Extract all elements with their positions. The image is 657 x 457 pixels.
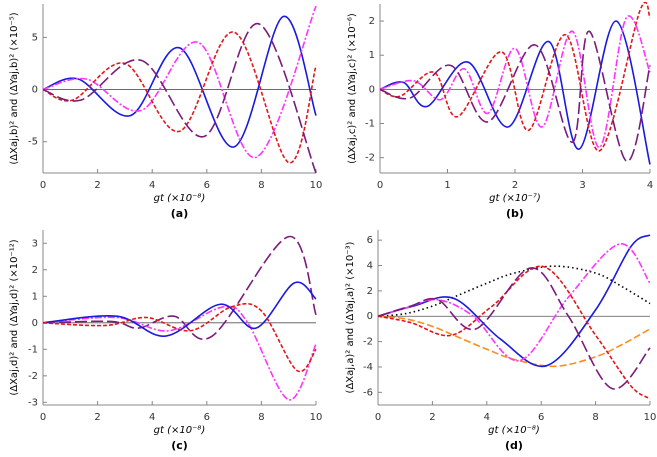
curve (380, 2, 651, 152)
y-tick-label: -1 (365, 118, 375, 129)
panel: -3 -2 -1 0 1 2 3 0 2 4 6 8 10 gt (×10⁻⁸) (c) (ΔXaj,d)² … (9, 230, 322, 452)
x-tick-label: 8 (592, 412, 598, 423)
y-tick-label: 6 (367, 235, 373, 246)
y-tick-label: 2 (367, 286, 373, 297)
x-tick-label: 0 (40, 180, 46, 191)
x-tick-label: 2 (512, 180, 518, 191)
x-tick-label: 2 (94, 412, 100, 423)
curve (43, 302, 317, 373)
curve (43, 31, 317, 164)
y-tick-label: -1 (28, 344, 38, 355)
x-tick-label: 8 (258, 180, 264, 191)
y-tick-label: 2 (369, 16, 375, 27)
x-tick-label: 4 (149, 412, 155, 423)
x-tick-label: 6 (538, 412, 544, 423)
panel: -2 -1 0 1 2 0 1 2 3 4 gt (×10⁻⁷) (b) (ΔXaj,c)² and (… (347, 2, 653, 220)
panel: -5 0 5 0 2 4 6 8 10 gt (×10⁻⁸) (a) (ΔXaj,b)² and (Δ… (9, 4, 322, 220)
y-tick-label: 1 (32, 291, 38, 302)
curve (43, 305, 317, 401)
y-axis-label: (ΔXaj,b)² and (ΔYaj,b)² (×10⁻⁵) (9, 12, 20, 164)
y-tick-label: -3 (28, 397, 38, 408)
panel-caption: (c) (171, 439, 188, 452)
x-tick-label: 4 (647, 180, 653, 191)
x-tick-label: 4 (149, 180, 155, 191)
y-axis-label: (ΔXaj,d)² and (ΔYaj,d)² (×10⁻¹²) (9, 239, 20, 395)
y-tick-label: 4 (367, 261, 373, 272)
x-tick-label: 2 (429, 412, 435, 423)
curve (43, 5, 317, 159)
x-tick-label: 6 (204, 180, 210, 191)
curve (43, 23, 317, 174)
x-tick-label: 6 (204, 412, 210, 423)
curve (43, 281, 317, 337)
x-tick-label: 0 (377, 180, 383, 191)
x-tick-label: 4 (484, 412, 490, 423)
y-tick-label: -2 (365, 153, 375, 164)
x-tick-label: 2 (94, 180, 100, 191)
x-axis-label: gt (×10⁻⁸) (154, 193, 206, 204)
x-tick-label: 10 (310, 180, 323, 191)
y-tick-label: -5 (28, 137, 38, 148)
x-axis-label: gt (×10⁻⁸) (154, 425, 206, 436)
x-tick-label: 0 (40, 412, 46, 423)
curve (43, 15, 317, 148)
x-tick-label: 10 (644, 412, 657, 423)
curve (378, 265, 651, 318)
y-tick-label: -2 (28, 371, 38, 382)
y-tick-label: -2 (363, 337, 373, 348)
panel: -6 -4 -2 0 2 4 6 0 2 4 6 8 10 gt (×10⁻⁸) (d) (ΔXaj,a)² … (345, 230, 656, 452)
y-axis-label: (ΔXaj,a)² and (ΔYaj,a)² (×10⁻³) (345, 241, 356, 393)
y-tick-label: -6 (363, 387, 373, 398)
x-axis-label: gt (×10⁻⁷) (489, 193, 541, 204)
curve (378, 315, 651, 368)
panel-caption: (b) (506, 207, 524, 220)
curve (380, 20, 651, 165)
curve (380, 15, 651, 149)
x-tick-label: 0 (375, 412, 381, 423)
y-tick-label: 2 (32, 265, 38, 276)
x-tick-label: 1 (444, 180, 450, 191)
curve (378, 267, 651, 390)
y-tick-label: 0 (367, 311, 373, 322)
x-tick-label: 10 (310, 412, 323, 423)
y-tick-label: 1 (369, 50, 375, 61)
y-axis-label: (ΔXaj,c)² and (ΔYaj,c)² (×10⁻⁶) (347, 13, 358, 164)
x-tick-label: 8 (258, 412, 264, 423)
curve (43, 235, 317, 340)
x-tick-label: 3 (579, 180, 585, 191)
x-axis-label: gt (×10⁻⁸) (488, 425, 540, 436)
y-tick-label: 5 (32, 32, 38, 43)
curve (380, 30, 651, 162)
y-tick-label: 0 (32, 85, 38, 96)
panel-caption: (d) (505, 439, 523, 452)
y-tick-label: 0 (32, 318, 38, 329)
y-tick-label: 3 (32, 238, 38, 249)
y-tick-label: -4 (363, 362, 373, 373)
y-tick-label: 0 (369, 84, 375, 95)
panel-caption: (a) (171, 207, 188, 220)
curve (378, 234, 651, 368)
